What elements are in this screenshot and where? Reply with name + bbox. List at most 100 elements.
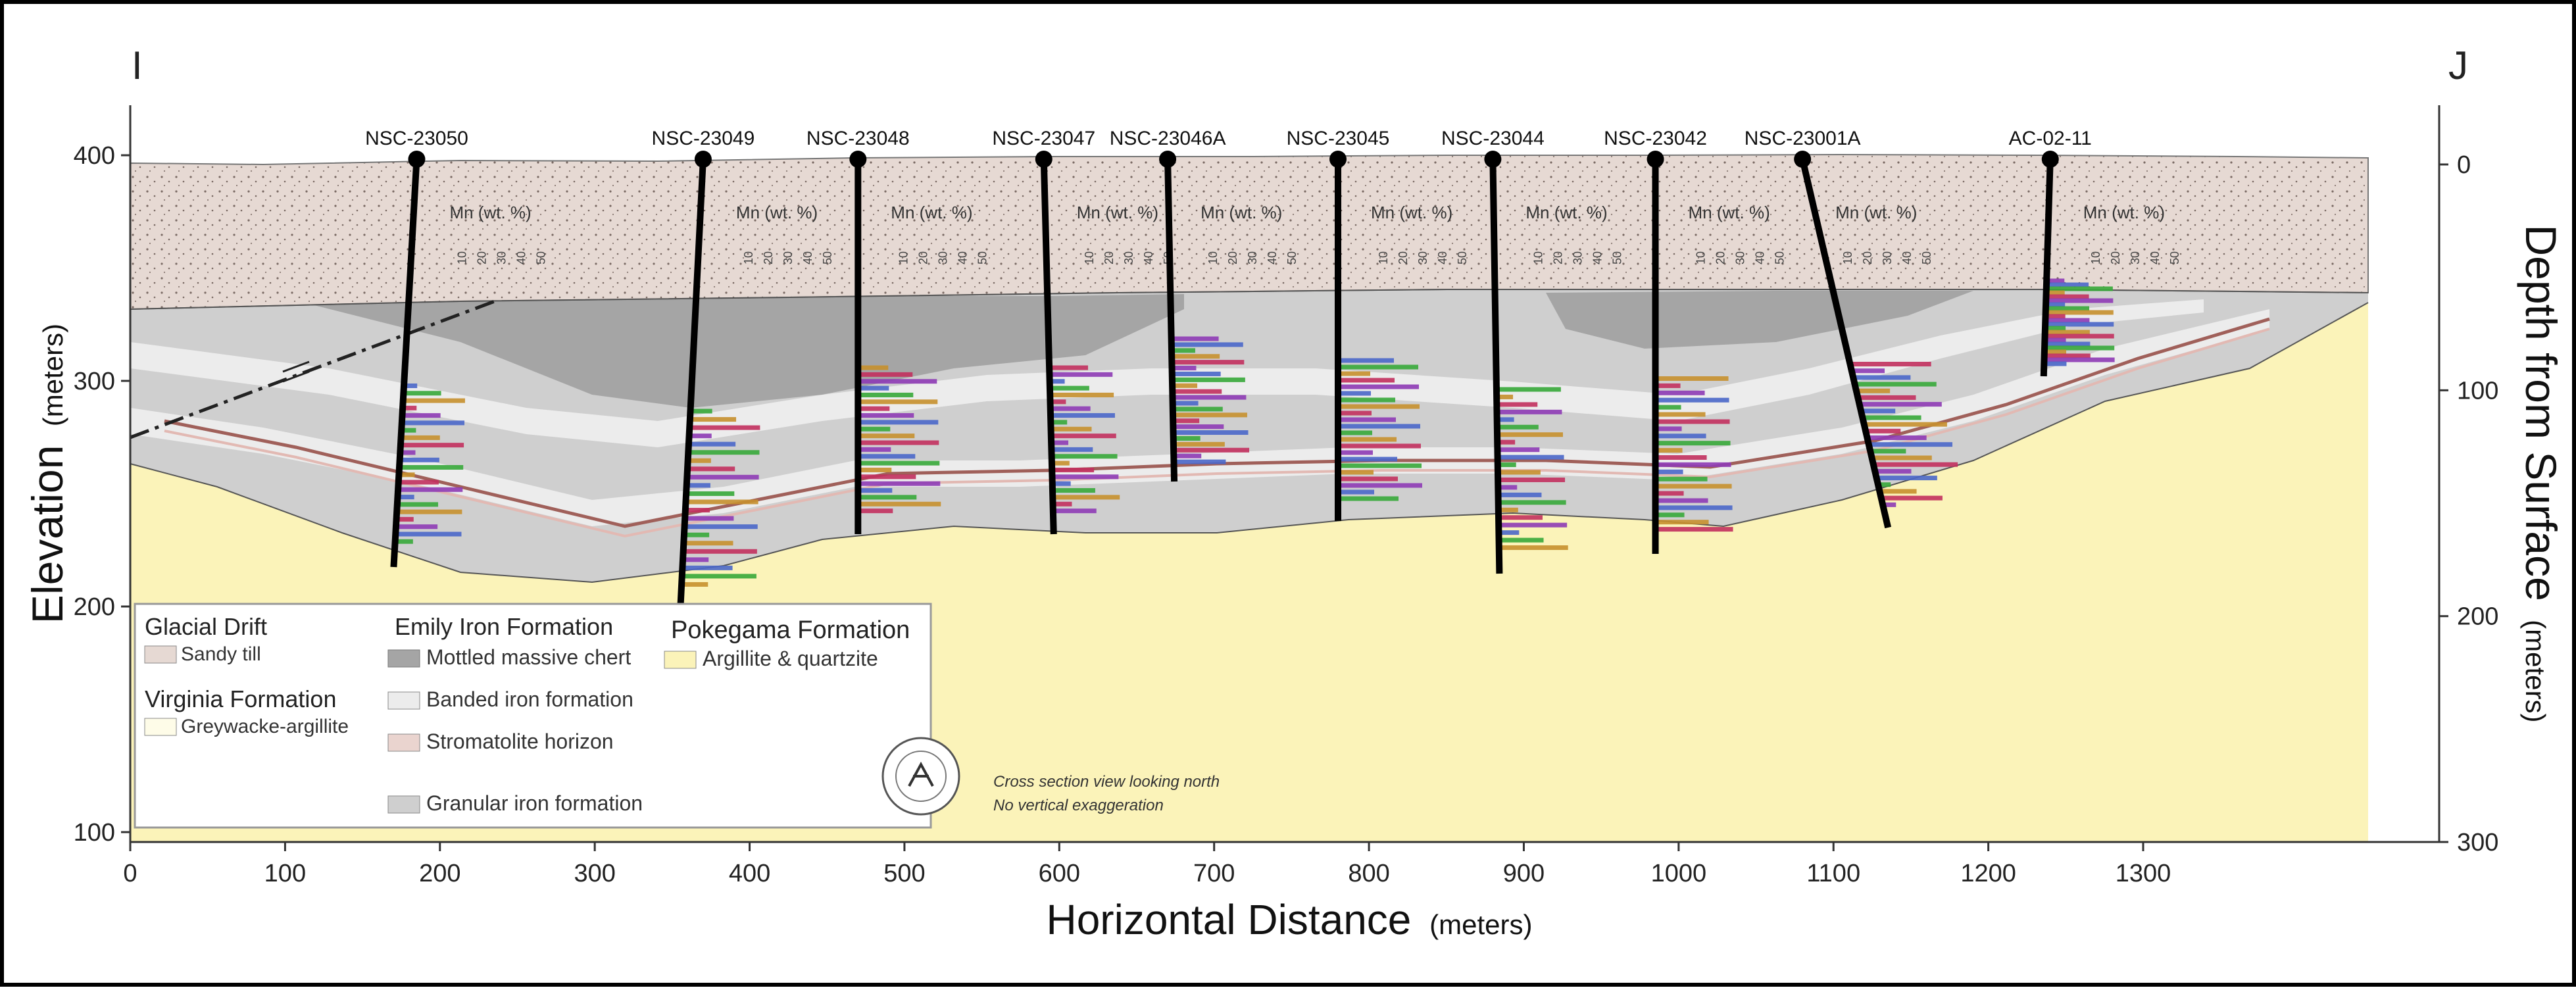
mn-bar: [1877, 482, 1891, 487]
mn-bar: [1053, 501, 1072, 507]
mn-bar: [1849, 362, 1931, 366]
mn-bar: [2044, 334, 2114, 339]
x-tick-label: 800: [1348, 860, 1389, 887]
mn-scale-tick: 20: [1551, 251, 1564, 264]
mn-bar: [1172, 395, 1247, 400]
mn-bar: [1051, 440, 1069, 445]
elevation-axis-ticks: 400 300 200 100: [74, 142, 130, 847]
drillhole-collar: [1035, 151, 1053, 168]
mn-bar: [858, 474, 916, 480]
drillhole-trace: [676, 159, 706, 614]
mn-bar: [1871, 455, 1932, 460]
mn-bar: [397, 502, 439, 507]
mn-scale-tick: 10: [1841, 251, 1854, 264]
mn-bar: [2044, 361, 2067, 366]
mn-bar: [1498, 477, 1566, 482]
mn-bar: [858, 501, 941, 507]
mn-bar: [858, 488, 893, 493]
mn-scale-tick: 30: [1416, 251, 1429, 264]
mn-bar: [1173, 430, 1249, 435]
drillhole: NSC-23001A Mn (wt. %) 10 20 30 40 50: [1745, 128, 1958, 529]
mn-scale-tick: 50: [976, 251, 989, 264]
drillhole-collar: [1329, 151, 1347, 168]
mn-bar: [402, 420, 465, 426]
mn-bar: [1854, 382, 1937, 387]
mn-scale-tick: 40: [1436, 251, 1449, 264]
mn-bar: [1497, 394, 1514, 399]
mn-scale-tick: 30: [1734, 251, 1747, 264]
mn-bar: [1499, 530, 1520, 535]
mn-bar: [1174, 447, 1250, 453]
mn-bar: [858, 447, 891, 452]
drillholes: NSC-23050 Mn (wt. %) 10 20 30 40 50 NSC-23049 Mn…: [365, 128, 2181, 614]
mn-bar: [1497, 417, 1514, 422]
mn-scale-tick: 40: [1591, 251, 1604, 264]
depth-tick-label: 300: [2457, 829, 2498, 856]
drillhole: NSC-23042 Mn (wt. %) 10 20 30 40 50: [1604, 128, 1787, 554]
legend-swatch-argillite: [664, 651, 697, 669]
svg-text:Elevation (meters): Elevation (meters): [23, 324, 72, 624]
mn-bar: [1655, 419, 1730, 424]
mn-bar: [1049, 385, 1089, 391]
mn-scale-tick: 10: [1531, 251, 1545, 264]
mn-bar: [1052, 467, 1095, 472]
drillhole: NSC-23048 Mn (wt. %) 10 20 30 40 50: [806, 128, 989, 534]
mn-bar: [1171, 342, 1243, 347]
x-tick-label: 1200: [1960, 860, 2016, 887]
mn-bar: [398, 480, 439, 485]
mn-bar: [403, 405, 417, 410]
mn-scale-tick: 30: [781, 251, 795, 264]
mn-scale-tick: 30: [1122, 251, 1135, 264]
mn-bar: [689, 433, 712, 439]
mn-label: Mn (wt. %): [1201, 203, 1282, 222]
mn-bar: [685, 499, 758, 505]
mn-scale-tick: 30: [936, 251, 949, 264]
drillhole: NSC-23044 Mn (wt. %) 10 20 30 40 50: [1441, 128, 1623, 574]
mn-bar: [2046, 286, 2113, 291]
mn-bar: [1851, 368, 1885, 374]
mn-scale-tick: 50: [2168, 251, 2181, 264]
mn-scale-tick: 10: [1083, 251, 1096, 264]
legend-swatch-stromatolite: [387, 733, 420, 752]
x-tick-label: 100: [264, 860, 306, 887]
mn-bar: [2046, 298, 2114, 303]
mn-bar: [1497, 409, 1562, 414]
mn-bar: [2045, 326, 2066, 331]
legend: Glacial Drift Sandy till Virginia Format…: [134, 603, 960, 829]
mn-bar: [858, 385, 889, 391]
mn-bar: [1875, 476, 1937, 481]
drillhole-label: NSC-23050: [365, 128, 468, 149]
mn-bar: [858, 495, 917, 500]
mn-bar: [1655, 483, 1732, 489]
mn-bar: [2045, 318, 2090, 323]
legend-mottled-chert: Mottled massive chert: [426, 645, 631, 669]
mn-bar: [1051, 447, 1093, 452]
mn-bar: [1338, 384, 1419, 389]
legend-sandy-till: Sandy till: [181, 643, 261, 665]
mn-bar: [396, 516, 414, 522]
mn-label: Mn (wt. %): [1525, 203, 1607, 222]
mn-bar: [684, 524, 758, 530]
mn-scale-tick: 10: [742, 251, 755, 264]
mn-bar: [1338, 404, 1420, 409]
mn-bar: [1173, 424, 1224, 430]
fault-arrows: [282, 360, 310, 383]
mn-label: Mn (wt. %): [891, 203, 972, 222]
mn-bar: [1499, 537, 1544, 543]
mn-bar: [1171, 336, 1219, 341]
mn-bar: [395, 532, 462, 537]
mn-bar: [1171, 348, 1195, 353]
mn-bar: [1874, 468, 1912, 474]
legend-virginia-title: Virginia Formation: [145, 685, 336, 712]
mn-bar: [1497, 424, 1539, 430]
mn-bar: [1173, 441, 1225, 447]
mn-bar: [1338, 417, 1396, 422]
mn-scale-tick: 10: [1695, 251, 1708, 264]
mn-scale-tick: 20: [1861, 251, 1874, 264]
mn-bar: [1174, 459, 1226, 464]
x-tick-label: 900: [1503, 860, 1545, 887]
mn-bar: [1655, 462, 1731, 467]
mn-bar: [858, 379, 937, 384]
mn-bar: [1498, 492, 1542, 497]
legend-swatch-greywacke: [144, 718, 177, 736]
